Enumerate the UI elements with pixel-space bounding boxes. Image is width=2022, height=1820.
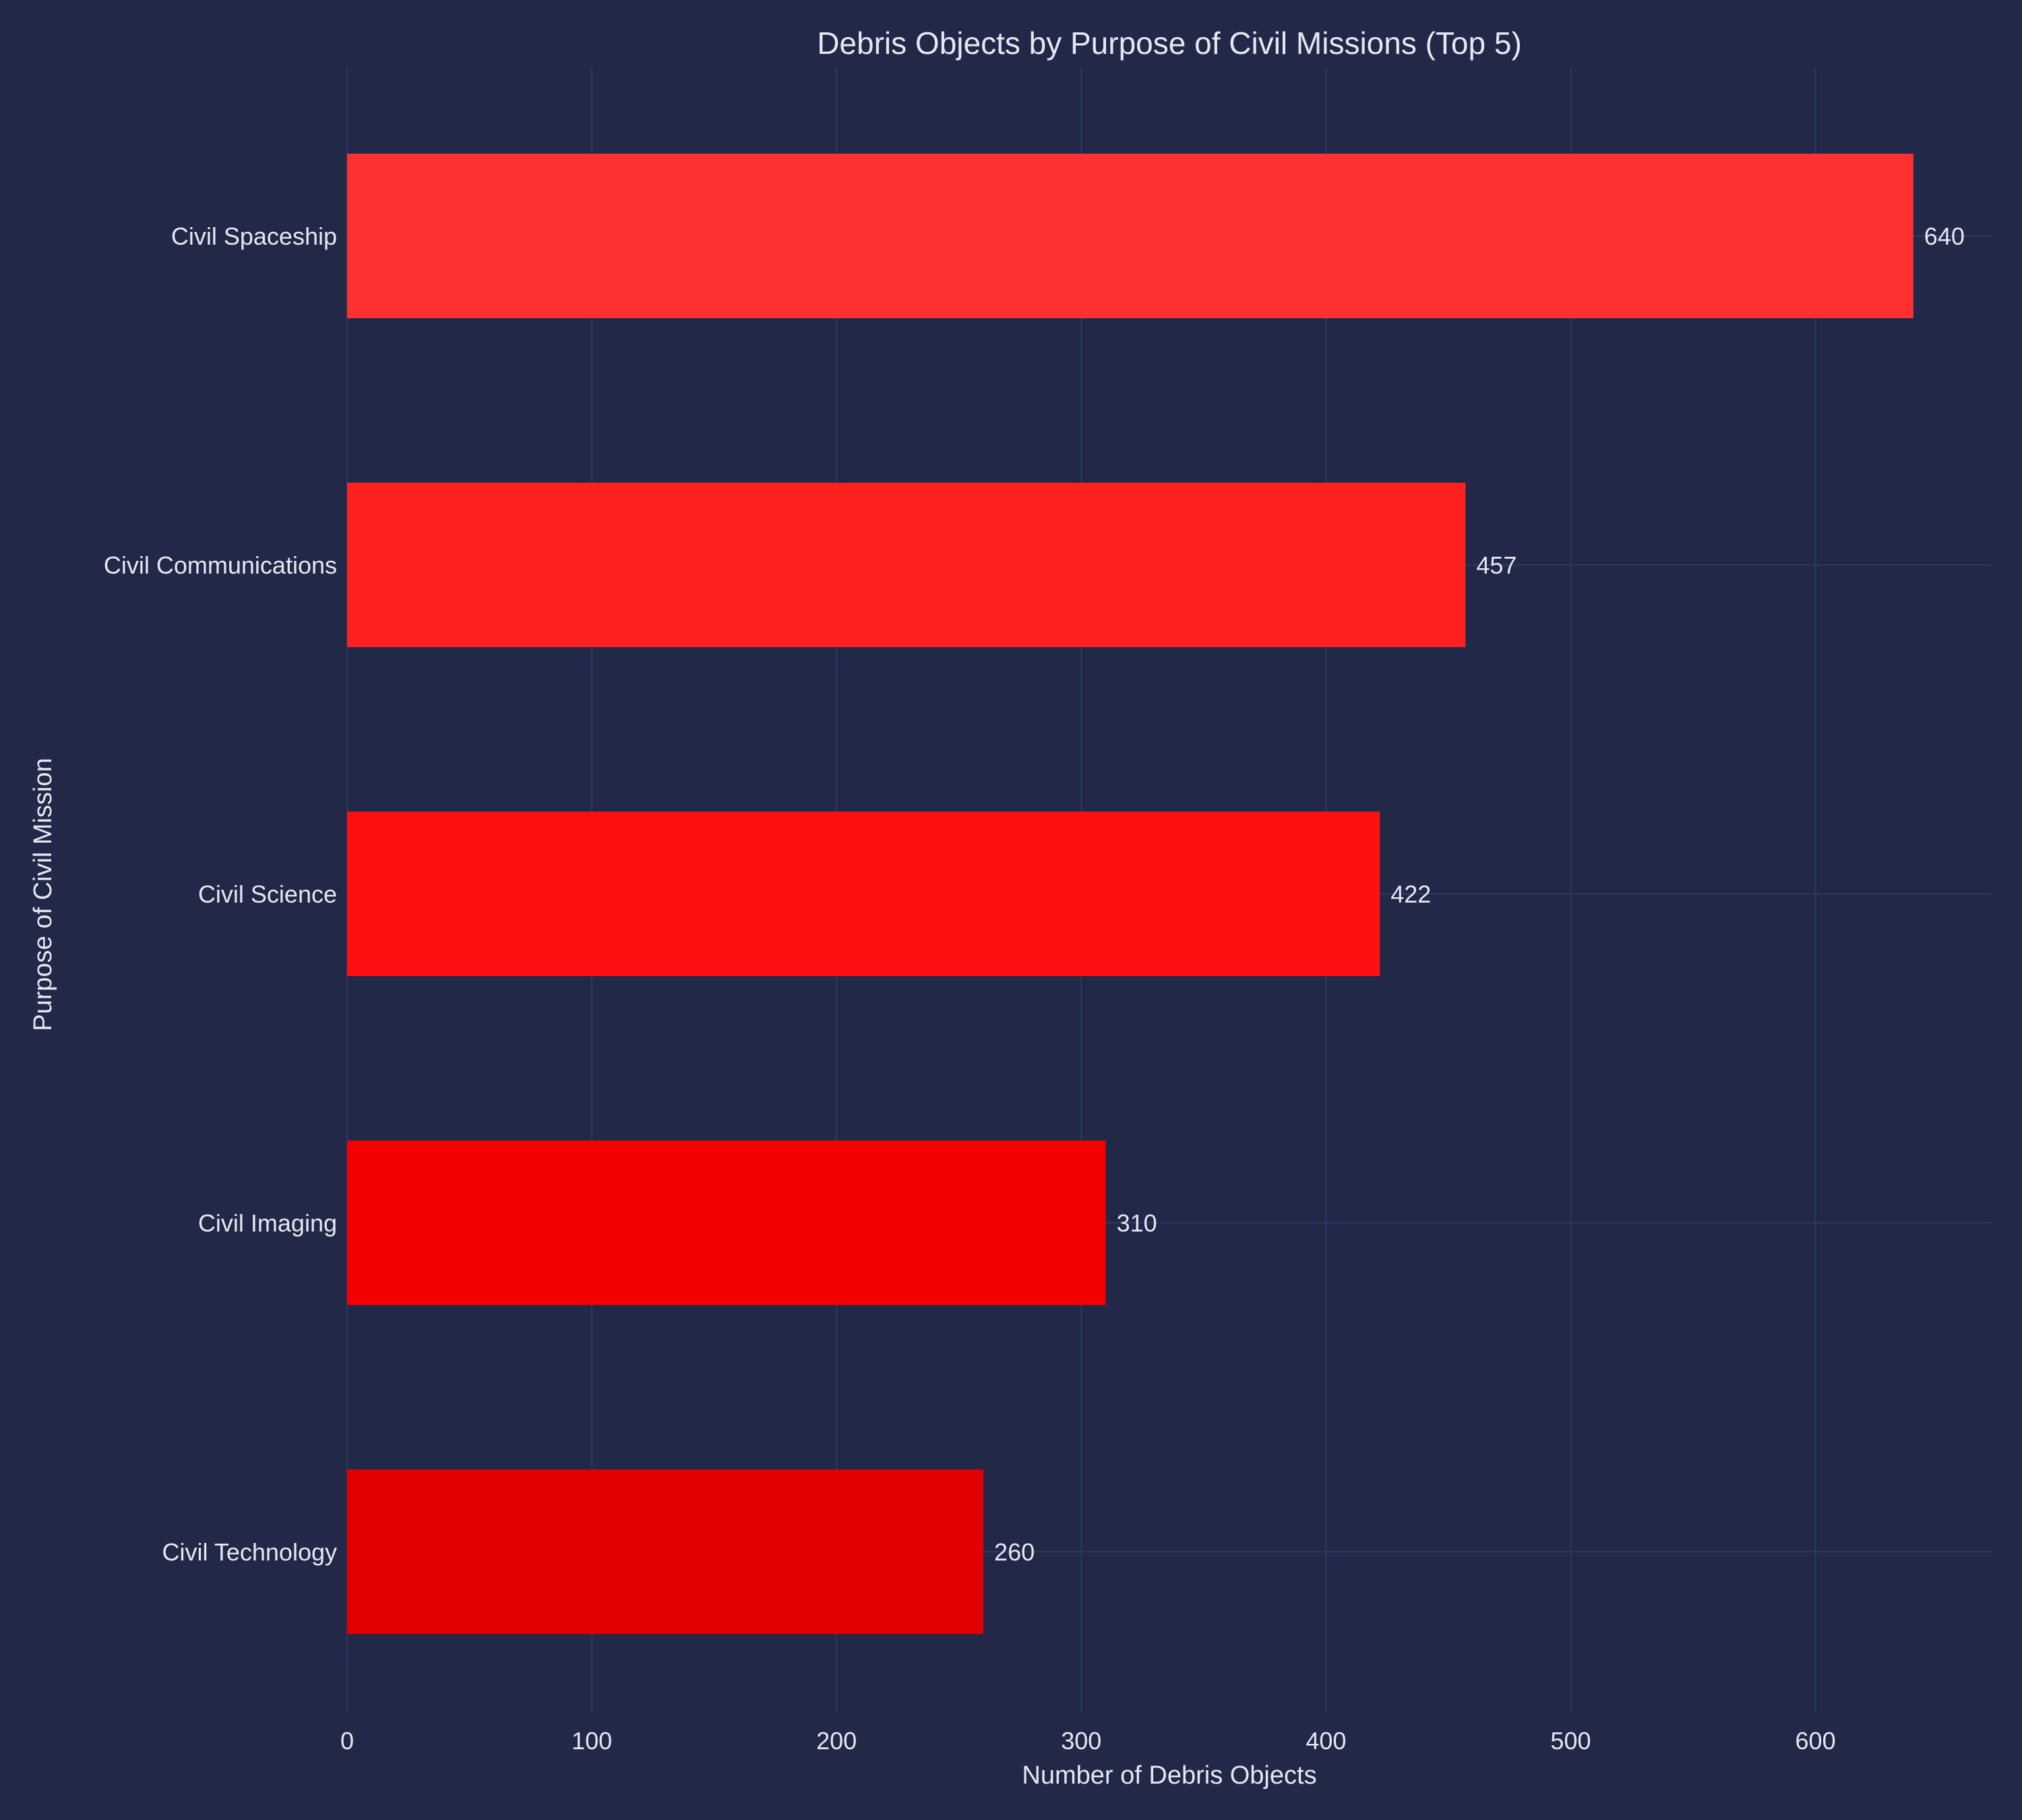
y-tick-label: Civil Spaceship <box>171 222 337 250</box>
x-tick-label: 600 <box>1796 1727 1836 1755</box>
x-tick-label: 100 <box>572 1727 612 1755</box>
x-tick-label: 300 <box>1061 1727 1101 1755</box>
x-tick-label: 0 <box>340 1727 354 1755</box>
bar-value-label: 640 <box>1924 222 1965 250</box>
y-tick-label: Civil Technology <box>162 1538 337 1566</box>
y-axis-label: Purpose of Civil Mission <box>29 758 57 1031</box>
bar <box>347 483 1466 647</box>
bar-value-label: 260 <box>994 1538 1035 1566</box>
chart-title: Debris Objects by Purpose of Civil Missi… <box>817 26 1522 61</box>
bars <box>347 154 1913 1634</box>
x-tick-label: 500 <box>1550 1727 1591 1755</box>
y-tick-label: Civil Science <box>198 880 337 908</box>
bar-value-label: 310 <box>1117 1209 1157 1237</box>
bar-value-label: 457 <box>1476 551 1516 579</box>
bar <box>347 154 1913 318</box>
bar <box>347 1469 984 1634</box>
bar <box>347 1141 1106 1305</box>
y-tick-label: Civil Communications <box>104 551 337 579</box>
x-tick-label: 200 <box>816 1727 857 1755</box>
y-tick-labels: Civil Spaceship Civil Communications Civil… <box>104 222 337 1566</box>
y-tick-label: Civil Imaging <box>198 1209 337 1237</box>
bar-value-label: 422 <box>1390 880 1431 908</box>
x-tick-label: 400 <box>1306 1727 1346 1755</box>
value-labels: 640 457 422 310 260 <box>994 222 1965 1566</box>
x-axis-label: Number of Debris Objects <box>1022 1761 1316 1790</box>
x-tick-labels: 0 100 200 300 400 500 600 <box>340 1727 1836 1755</box>
bar <box>347 812 1380 976</box>
